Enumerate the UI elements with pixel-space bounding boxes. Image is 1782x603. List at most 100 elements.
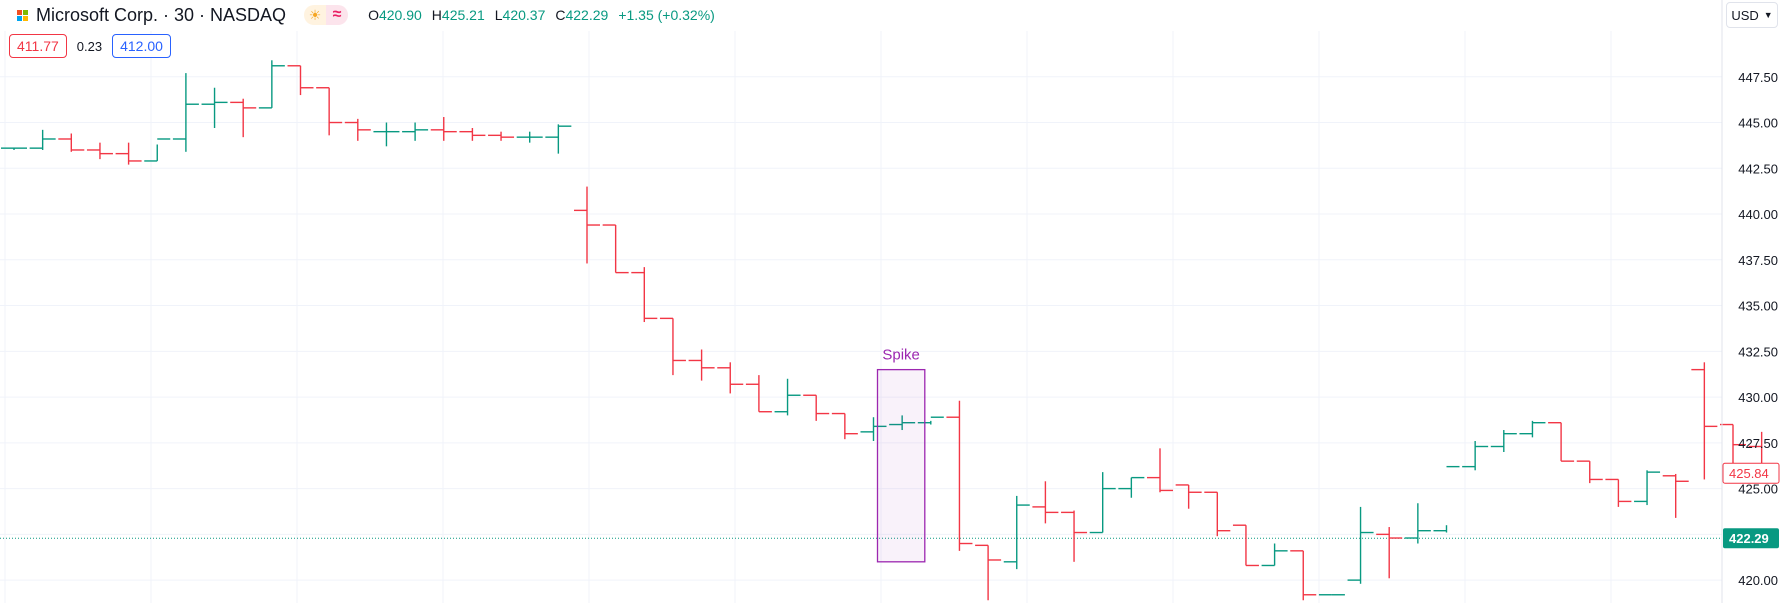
ohlc-bar[interactable]: [1147, 448, 1173, 493]
close-value: 422.29: [565, 7, 609, 23]
price-marker-label: 425.84: [1729, 466, 1769, 481]
ohlc-bar[interactable]: [1576, 460, 1603, 484]
ohlc-bar[interactable]: [631, 267, 658, 323]
ohlc-bar[interactable]: [230, 98, 257, 138]
ohlc-bar[interactable]: [373, 122, 400, 147]
ohlc-bar[interactable]: [172, 73, 199, 152]
spike-rectangle[interactable]: [876, 368, 926, 563]
ohlc-bar[interactable]: [516, 131, 543, 143]
ohlc-bar[interactable]: [574, 186, 600, 264]
ohlc-bar[interactable]: [459, 128, 486, 141]
ohlc-bar[interactable]: [1204, 491, 1231, 537]
ohlc-bar[interactable]: [1490, 430, 1517, 452]
price-axis[interactable]: 447.50 445.00 442.50 440.00 437.50 435.00 432.…: [1721, 0, 1778, 603]
y-tick-label: 425.00: [1738, 482, 1778, 497]
high-label: H: [431, 7, 442, 23]
ohlc-bar[interactable]: [889, 415, 916, 431]
ohlc-bar[interactable]: [29, 129, 56, 150]
close-label: C: [555, 7, 566, 23]
ohlc-bar[interactable]: [1691, 362, 1718, 480]
buy-price-button[interactable]: 412.00: [112, 34, 171, 58]
price-marker-tag: 425.84: [1722, 462, 1780, 484]
ohlc-bar[interactable]: [1089, 472, 1116, 534]
microsoft-logo-icon: [17, 9, 28, 21]
low-value: 420.37: [502, 7, 546, 23]
y-tick-label: 420.00: [1738, 573, 1778, 588]
ohlc-bar[interactable]: [1032, 481, 1059, 524]
open-label: O: [368, 7, 379, 23]
ohlc-bar[interactable]: [946, 400, 973, 551]
ohlc-bar[interactable]: [430, 117, 457, 141]
ohlc-bar[interactable]: [1433, 465, 1460, 533]
spread-value: 0.23: [76, 38, 103, 54]
ohlc-bar[interactable]: [58, 133, 85, 152]
ohlc-bar[interactable]: [1404, 503, 1431, 544]
ohlc-bar[interactable]: [1003, 495, 1030, 570]
ohlc-bar[interactable]: [1376, 527, 1403, 579]
ohlc-bar[interactable]: [1519, 420, 1546, 438]
ohlc-bar[interactable]: [201, 87, 228, 129]
ohlc-bar[interactable]: [831, 412, 858, 440]
change-value: +1.35 (+0.32%): [618, 7, 715, 23]
ohlc-bar[interactable]: [1605, 478, 1632, 507]
ohlc-bar[interactable]: [688, 349, 715, 381]
currency-select[interactable]: USD ▼: [1726, 2, 1778, 28]
spike-label[interactable]: Spike: [882, 347, 920, 364]
ohlc-bar[interactable]: [1662, 473, 1689, 518]
ohlc-bar[interactable]: [1061, 510, 1088, 562]
ohlc-bar[interactable]: [1548, 422, 1575, 462]
ohlc-bar[interactable]: [115, 142, 142, 165]
y-tick-label: 432.50: [1738, 344, 1778, 359]
y-tick-label: 427.50: [1738, 436, 1778, 451]
y-tick-label: 445.00: [1738, 116, 1778, 131]
ohlc-bar[interactable]: [860, 417, 887, 442]
ohlc-bar[interactable]: [545, 124, 572, 154]
ohlc-bar[interactable]: [774, 378, 801, 416]
currency-label: USD: [1731, 7, 1759, 23]
y-tick-label: 440.00: [1738, 207, 1778, 222]
y-tick-label: 430.00: [1738, 390, 1778, 405]
y-tick-label: 442.50: [1738, 161, 1778, 176]
y-tick-label: 435.00: [1738, 299, 1778, 314]
ohlc-bar[interactable]: [717, 362, 744, 394]
ohlc-bar[interactable]: [1261, 543, 1288, 567]
ohlc-values: O420.90 H425.21 L420.37 C422.29 +1.35 (+…: [368, 7, 715, 23]
ohlc-bars[interactable]: [1, 60, 1775, 601]
ohlc-bar[interactable]: [659, 317, 686, 376]
ohlc-bar[interactable]: [144, 138, 171, 162]
high-value: 425.21: [441, 7, 485, 23]
market-hours-sun-icon[interactable]: ☀: [304, 5, 327, 25]
sell-price-button[interactable]: 411.77: [9, 34, 67, 58]
ohlc-bar[interactable]: [258, 60, 285, 109]
y-tick-label: 447.50: [1738, 70, 1778, 85]
ohlc-bar[interactable]: [803, 394, 830, 421]
last-price-label: 422.29: [1729, 531, 1769, 546]
ohlc-bar[interactable]: [344, 118, 371, 141]
ohlc-bar[interactable]: [975, 544, 1002, 601]
open-value: 420.90: [378, 7, 422, 23]
spike-annotation[interactable]: Spike: [876, 347, 926, 563]
ohlc-bar[interactable]: [1462, 441, 1489, 471]
ohlc-bar[interactable]: [1290, 550, 1317, 601]
ohlc-bar[interactable]: [1232, 524, 1259, 567]
ohlc-bar[interactable]: [745, 375, 772, 413]
ohlc-bar[interactable]: [602, 224, 629, 274]
ohlc-bar[interactable]: [1118, 476, 1145, 498]
last-price-tag: 422.29: [1723, 528, 1779, 549]
bid-ask-panel: 411.77 0.23 412.00: [9, 34, 171, 58]
ohlc-bar[interactable]: [1634, 470, 1661, 506]
grid: [0, 31, 1722, 603]
ohlc-bar[interactable]: [1347, 506, 1374, 584]
chevron-down-icon: ▼: [1763, 10, 1773, 20]
y-tick-label: 437.50: [1738, 253, 1778, 268]
ohlc-bar[interactable]: [86, 142, 113, 160]
delayed-data-icon[interactable]: ≈: [326, 5, 349, 25]
ohlc-bar[interactable]: [488, 131, 515, 141]
ohlc-bar[interactable]: [402, 122, 429, 141]
ohlc-bar[interactable]: [1, 147, 27, 150]
ohlc-bar[interactable]: [316, 87, 343, 136]
symbol-title[interactable]: Microsoft Corp. · 30 · NASDAQ: [36, 4, 287, 25]
ohlc-bar[interactable]: [287, 65, 314, 96]
ohlc-bar[interactable]: [1175, 484, 1202, 509]
